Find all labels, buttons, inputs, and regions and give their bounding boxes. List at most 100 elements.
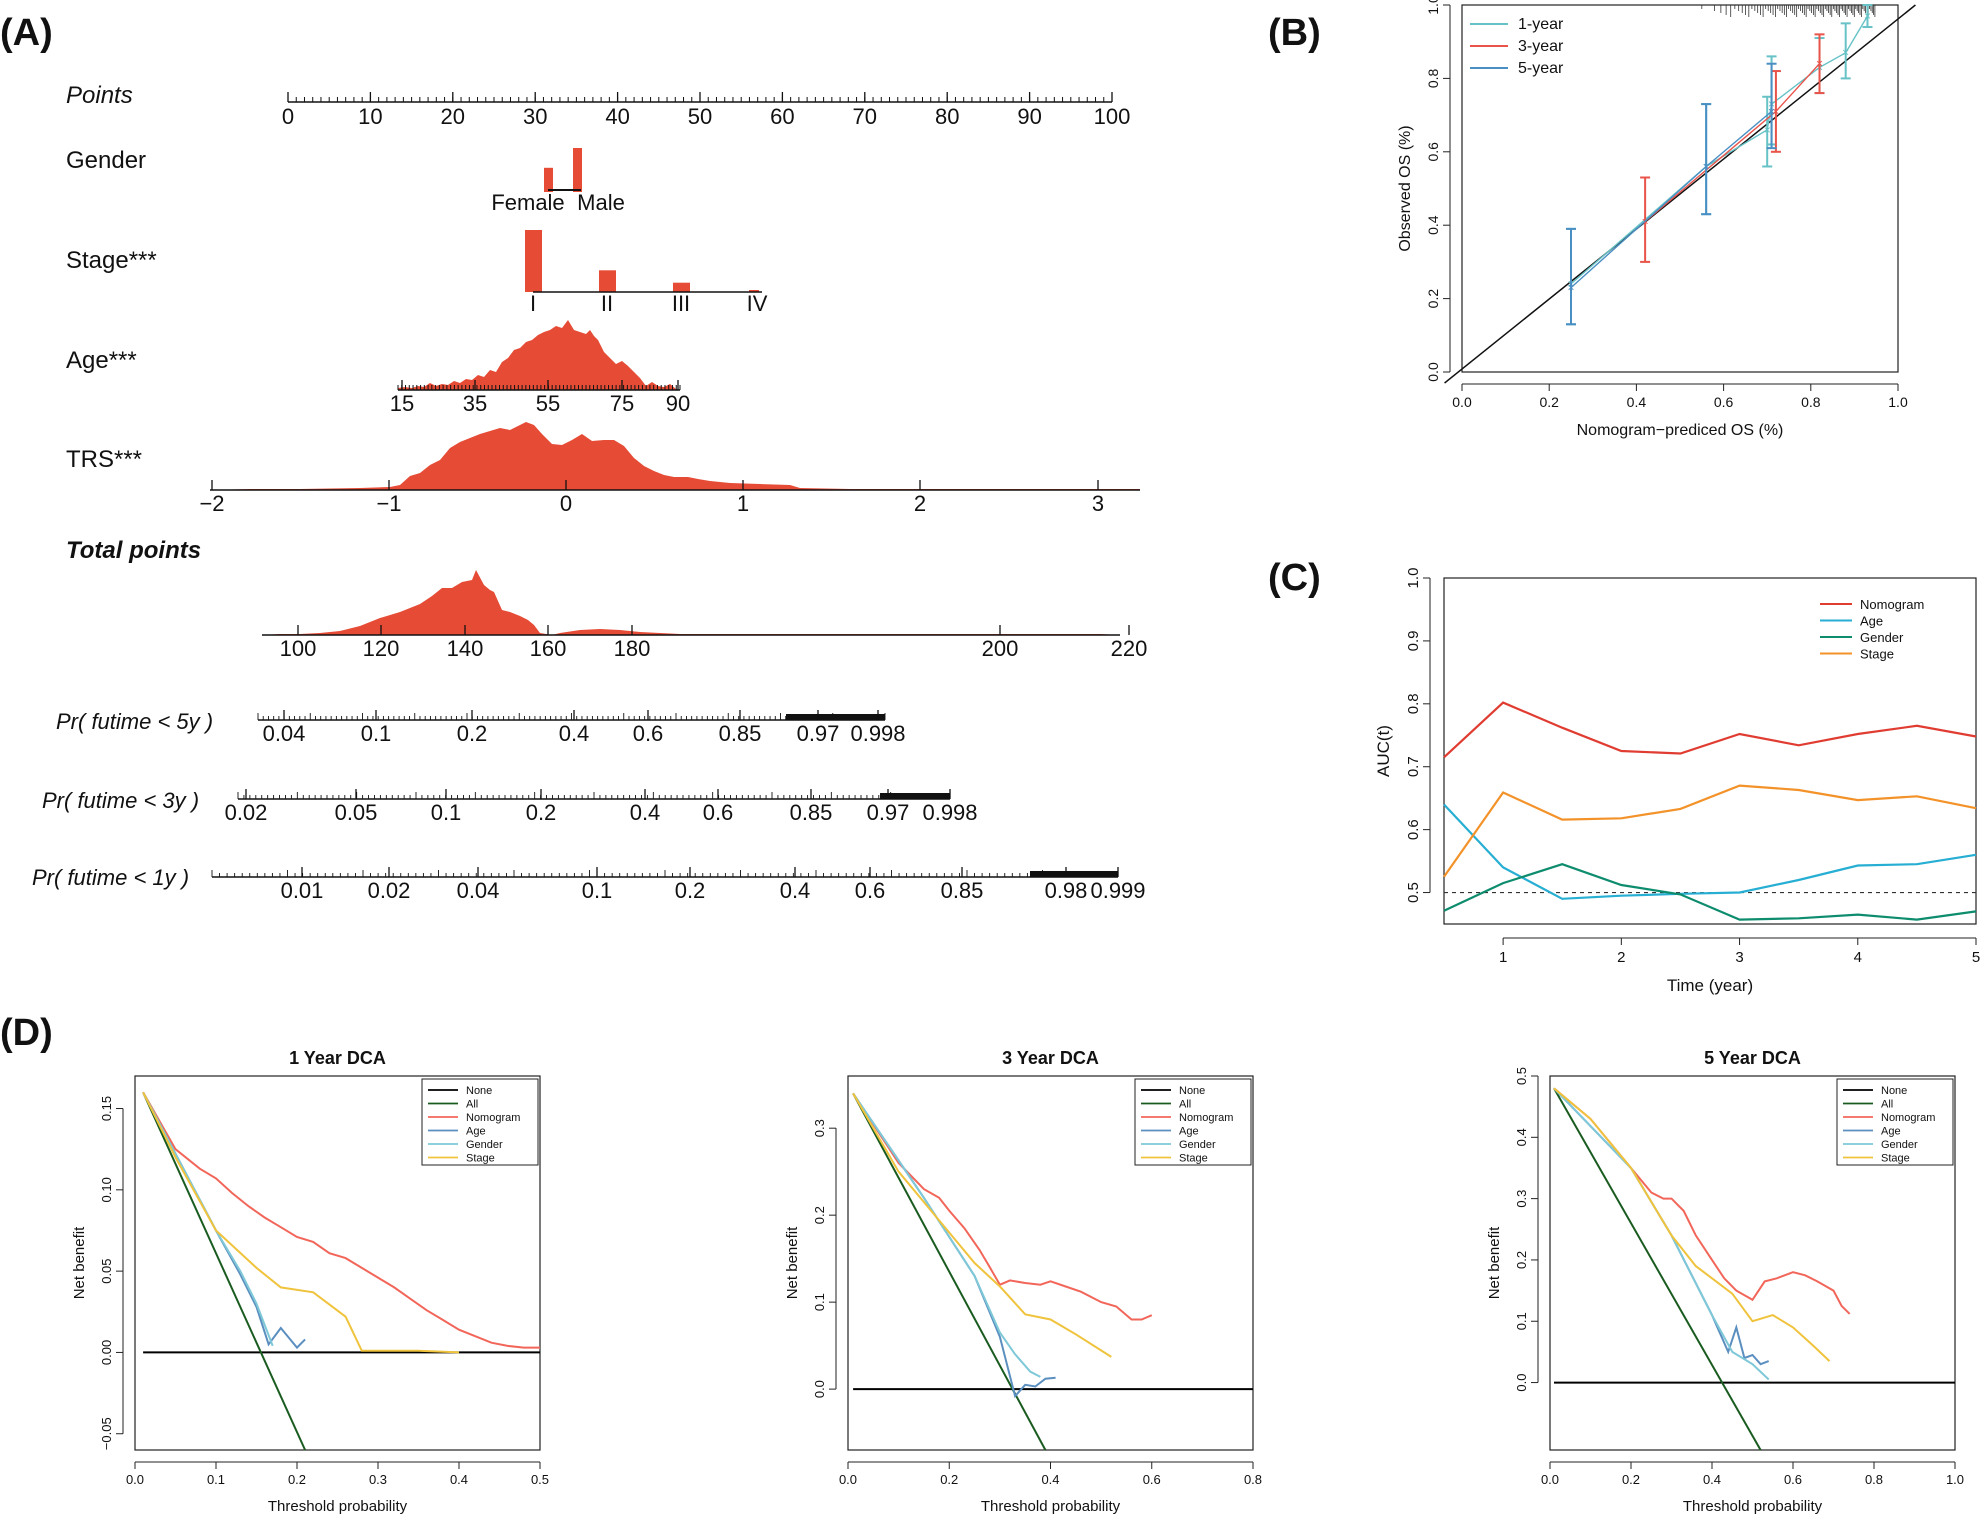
points-tick-label: 60 [770,104,794,129]
pr3-tick-label: 0.4 [630,800,661,825]
points-tick-label: 10 [358,104,382,129]
legend-label-stage: Stage [1860,647,1894,662]
trs-tick-label: 3 [1092,491,1104,516]
dca-line-stage [142,1091,460,1354]
total-points-density-area [262,570,1120,635]
total-tick-label: 160 [530,636,567,661]
gender-bar-male [573,148,582,192]
total-tick-label: 220 [1111,636,1148,661]
x-tick-label: 0.5 [531,1472,549,1487]
y-tick-label: 0.5 [1405,882,1422,903]
pr1-tick-label: 0.6 [855,878,886,903]
plot-frame [134,1075,541,1451]
x-tick-label: 0.3 [369,1472,387,1487]
data-point-1-year: × [1764,123,1771,137]
pr1-tick-label: 0.01 [281,878,324,903]
legend-label-stage: Stage [466,1153,495,1165]
y-tick-label: 0.7 [1405,756,1422,777]
legend-label-all: All [1881,1099,1893,1111]
y-tick-label: 0.00 [99,1340,114,1365]
dca-line-nomogram [1553,1087,1851,1315]
x-axis-label: Threshold probability [1683,1498,1823,1515]
legend-label-age: Age [1881,1126,1901,1138]
pr3-tick-label: 0.97 [867,800,910,825]
x-tick-label: 5 [1972,949,1980,966]
stage-level-label: III [672,291,690,316]
legend-label-age: Age [466,1126,486,1138]
legend-label-age: Age [1179,1126,1199,1138]
points-tick-label: 40 [605,104,629,129]
legend-label-none: None [466,1085,492,1097]
x-tick-label: 0.2 [288,1472,306,1487]
total-tick-label: 180 [614,636,651,661]
pr5-tick-label: 0.4 [559,721,590,746]
legend-label-none: None [1881,1085,1907,1097]
pr1-tick-label: 0.999 [1090,878,1145,903]
dca-line-all [142,1091,307,1451]
panel-label-c: (C) [1268,557,1321,599]
points-tick-label: 30 [523,104,547,129]
pr3-tick-label: 0.2 [526,800,557,825]
x-tick-label: 0.8 [1244,1472,1262,1487]
legend-label-3-year: 3-year [1518,38,1564,55]
pr5-tick-label: 0.998 [850,721,905,746]
age-density-area [398,320,680,390]
x-tick-label: 3 [1735,949,1743,966]
age-tick-label: 15 [390,391,414,416]
dca-line-nomogram [852,1092,1153,1321]
legend-label-gender: Gender [1881,1139,1918,1151]
age-tick-label: 35 [463,391,487,416]
data-point-3-year: × [1816,57,1823,71]
y-axis-label: AUC(t) [1374,725,1393,777]
stage-level-label: IV [747,291,768,316]
auc-time-plot: 1 2 3 4 5 0.5 0.6 0.7 0.8 0.9 1.0 Time (year) AUC(t)… [1374,568,1980,995]
pr1-tick-label: 0.1 [582,878,613,903]
y-tick-label: 0.05 [99,1258,114,1283]
gender-row-label: Gender [66,147,146,174]
pr3-tick-label: 0.05 [335,800,378,825]
pr3-tick-label: 0.1 [431,800,462,825]
dca-line-gender [852,1092,1041,1378]
legend-box [1836,1078,1954,1166]
plot-frame [847,1075,1254,1451]
x-tick-label: 1 [1499,949,1507,966]
plot-frame [1461,4,1899,373]
data-point-5-year: × [1703,159,1710,173]
x-tick-label: 0.4 [1703,1472,1721,1487]
stage-level-label: II [601,291,613,316]
pr5-tick-label: 0.04 [263,721,306,746]
trs-tick-label: 2 [914,491,926,516]
x-tick-label: 0.0 [1452,394,1472,410]
pr1-tick-label: 0.02 [368,878,411,903]
trs-tick-label: −2 [199,491,224,516]
y-tick-label: 0.6 [1405,819,1422,840]
pr1-row-label: Pr( futime < 1y ) [32,865,189,890]
x-tick-label: 0.2 [1622,1472,1640,1487]
age-tick-label: 55 [536,391,560,416]
gender-bar-female [544,167,553,192]
legend-label-nomogram: Nomogram [1860,597,1924,612]
y-tick-label: 0.6 [1425,142,1441,162]
pr1-tick-label: 0.2 [675,878,706,903]
pr3-tick-label: 0.998 [922,800,977,825]
stage-row-label: Stage*** [66,247,157,274]
trs-row-label: TRS*** [66,446,142,473]
x-tick-label: 0.4 [1627,394,1647,410]
pr3-dense-ticks [880,793,950,799]
dca-line-nomogram [142,1091,540,1349]
plot-frame [1549,1075,1956,1451]
pr1-tick-label: 0.85 [941,878,984,903]
legend-label-1-year: 1-year [1518,16,1564,33]
calibration-plot: 0.0 0.2 0.4 0.6 0.8 1.0 0.0 0.2 0.4 0.6 0.8 1.0 Nomo… [1397,0,1916,439]
pr5-row-label: Pr( futime < 5y ) [56,709,213,734]
dca-1-year-plot: 1 Year DCA 0.0 0.1 0.2 0.3 0.4 0.5 −0.05 0.00 0.0… [71,1048,549,1515]
x-tick-label: 0.6 [1143,1472,1161,1487]
legend-label-gender: Gender [466,1139,503,1151]
y-tick-label: 0.10 [99,1177,114,1202]
y-axis-label: Net benefit [1486,1226,1503,1299]
legend-label-stage: Stage [1179,1153,1208,1165]
total-tick-label: 200 [982,636,1019,661]
ideal-diagonal-line [1444,4,1916,384]
